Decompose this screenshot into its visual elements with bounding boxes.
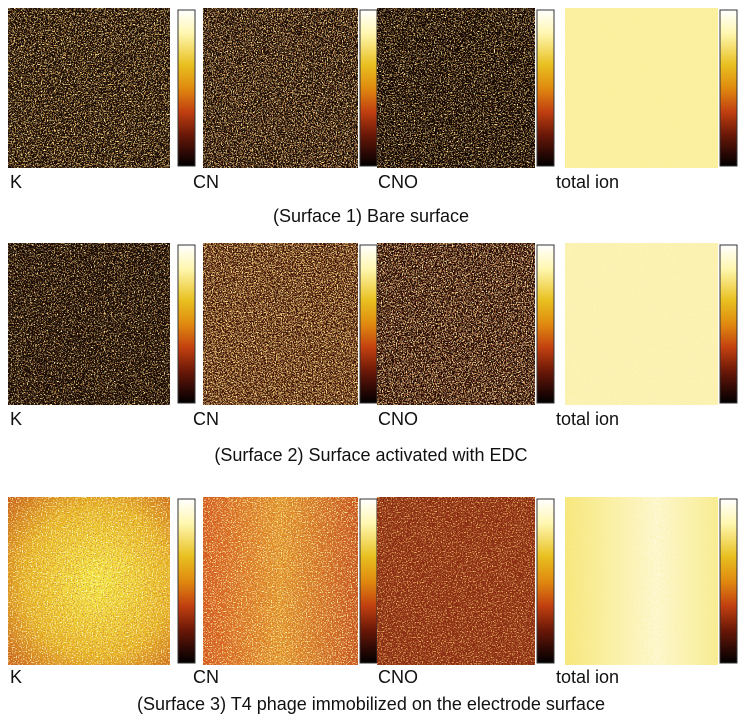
row-caption: (Surface 1) Bare surface (273, 206, 469, 226)
colorbar (177, 9, 196, 167)
colorbar (536, 9, 555, 167)
colorbar (536, 498, 555, 664)
panel-label: total ion (556, 409, 619, 429)
ion-image-speckle (203, 8, 358, 168)
colorbar (177, 498, 196, 664)
ion-image-speckle (565, 8, 718, 168)
colorbar (359, 9, 378, 167)
panel-label: CN (193, 172, 219, 192)
colorbar (536, 244, 555, 404)
panel-label: total ion (556, 667, 619, 687)
panel-label: K (10, 667, 22, 687)
ion-image-speckle (565, 497, 718, 665)
colorbar (719, 9, 738, 167)
panel-label: CN (193, 409, 219, 429)
colorbar (719, 244, 738, 404)
ion-image-speckle (377, 8, 535, 168)
panel-label: CNO (378, 667, 418, 687)
row-caption: (Surface 3) T4 phage immobilized on the … (137, 694, 605, 714)
surface-row: K CN CNO total ion (Surface 1) Bare surface (8, 8, 738, 226)
panel-label: total ion (556, 172, 619, 192)
ion-image-speckle (377, 497, 535, 665)
ion-image-speckle (565, 243, 718, 405)
ion-image-speckle (203, 243, 358, 405)
panel-label: CN (193, 667, 219, 687)
surface-row: K CN CNO total ion (Surface 3) T4 phage immo… (8, 497, 738, 714)
ion-image-speckle (203, 497, 358, 665)
row-caption: (Surface 2) Surface activated with EDC (214, 445, 527, 465)
panel-label: K (10, 172, 22, 192)
ion-image-speckle (8, 8, 170, 168)
ion-image-speckle (8, 243, 170, 405)
surface-row: K CN CNO total ion (Surface 2) Surface activ… (8, 243, 738, 465)
panel-label: CNO (378, 409, 418, 429)
panel-label: CNO (378, 172, 418, 192)
colorbar (359, 498, 378, 664)
ion-image-speckle (377, 243, 535, 405)
colorbar (719, 498, 738, 664)
panel-label: K (10, 409, 22, 429)
colorbar (359, 244, 378, 404)
ion-image-speckle (8, 497, 170, 665)
colorbar (177, 244, 196, 404)
